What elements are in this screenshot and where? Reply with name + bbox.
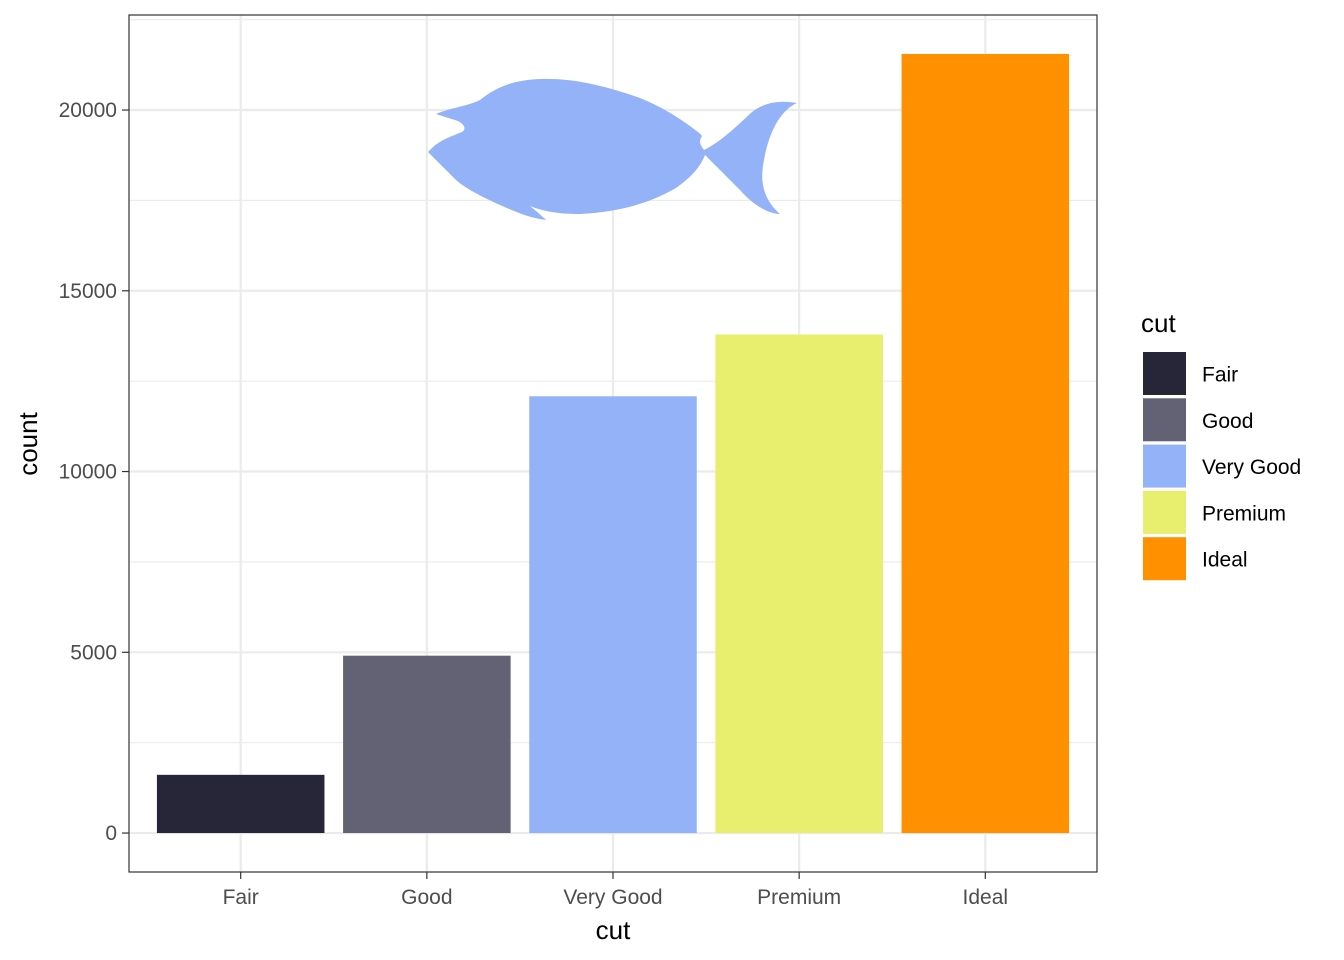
y-tick-labels: 0 5000 10000 15000 20000 — [59, 99, 117, 845]
bar — [901, 53, 1070, 834]
bar — [343, 655, 511, 834]
axis-ticks — [122, 109, 986, 879]
legend-key — [1143, 398, 1186, 442]
legend-key — [1143, 444, 1186, 488]
y-tick-label: 10000 — [59, 461, 117, 484]
legend: cut Fair Good Very Good Premium Ideal — [1141, 308, 1301, 581]
y-axis-title: count — [13, 411, 43, 475]
y-tick-label: 20000 — [59, 99, 117, 122]
x-axis-title: cut — [596, 915, 631, 945]
legend-label: Ideal — [1202, 549, 1248, 572]
y-tick-label: 5000 — [70, 641, 117, 664]
x-tick-label: Premium — [757, 886, 841, 909]
legend-key — [1143, 537, 1186, 581]
bar — [156, 774, 325, 834]
legend-label: Very Good — [1202, 456, 1301, 479]
x-tick-label: Fair — [223, 886, 259, 909]
bars — [156, 53, 1070, 834]
bar — [529, 396, 697, 834]
legend-label: Good — [1202, 410, 1253, 433]
y-tick-label: 15000 — [59, 280, 117, 303]
bar — [715, 334, 883, 834]
x-tick-label: Very Good — [563, 886, 662, 909]
legend-key — [1143, 352, 1186, 395]
legend-title: cut — [1141, 308, 1176, 338]
fish-silhouette-icon — [428, 78, 797, 220]
legend-label: Premium — [1202, 502, 1286, 525]
y-tick-label: 0 — [105, 822, 117, 845]
x-tick-label: Good — [401, 886, 452, 909]
x-tick-labels: Fair Good Very Good Premium Ideal — [223, 886, 1008, 909]
legend-key — [1143, 490, 1186, 534]
legend-label: Fair — [1202, 364, 1238, 387]
x-tick-label: Ideal — [963, 886, 1009, 909]
